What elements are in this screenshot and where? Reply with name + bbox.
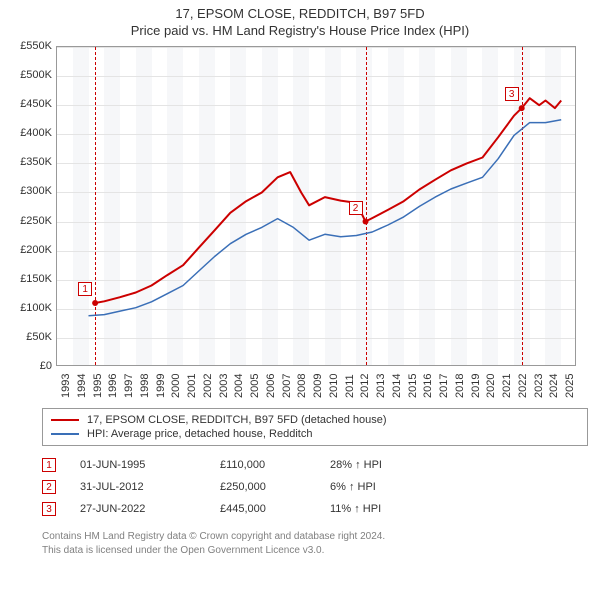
x-tick-label: 2005 bbox=[249, 374, 253, 398]
sale-price: £250,000 bbox=[220, 481, 330, 493]
sale-marker-1: 1 bbox=[78, 282, 92, 296]
y-tick-label: £250K bbox=[12, 215, 52, 227]
legend-item: HPI: Average price, detached house, Redd… bbox=[51, 427, 579, 441]
legend-swatch bbox=[51, 419, 79, 421]
sale-price: £445,000 bbox=[220, 503, 330, 515]
x-tick-label: 2002 bbox=[202, 374, 206, 398]
legend-label: 17, EPSOM CLOSE, REDDITCH, B97 5FD (deta… bbox=[87, 414, 387, 426]
y-tick-label: £300K bbox=[12, 185, 52, 197]
x-tick-label: 2022 bbox=[517, 374, 521, 398]
x-tick-label: 2003 bbox=[218, 374, 222, 398]
x-tick-label: 2001 bbox=[186, 374, 190, 398]
series-hpi bbox=[89, 120, 562, 316]
x-tick-label: 2021 bbox=[501, 374, 505, 398]
title-subtitle: Price paid vs. HM Land Registry's House … bbox=[4, 23, 596, 38]
series-price_paid bbox=[95, 98, 561, 303]
footer-line-2: This data is licensed under the Open Gov… bbox=[42, 544, 588, 558]
x-tick-label: 2018 bbox=[454, 374, 458, 398]
x-tick-label: 2019 bbox=[470, 374, 474, 398]
sale-row: 2 31-JUL-2012£250,0006% ↑ HPI bbox=[42, 476, 588, 498]
sale-row: 3 27-JUN-2022£445,00011% ↑ HPI bbox=[42, 498, 588, 520]
x-tick-label: 1995 bbox=[92, 374, 96, 398]
sale-date: 01-JUN-1995 bbox=[80, 459, 220, 471]
x-tick-label: 2017 bbox=[438, 374, 442, 398]
x-tick-label: 2025 bbox=[564, 374, 568, 398]
legend: 17, EPSOM CLOSE, REDDITCH, B97 5FD (deta… bbox=[42, 408, 588, 446]
y-tick-label: £100K bbox=[12, 302, 52, 314]
y-tick-label: £0 bbox=[12, 360, 52, 372]
x-tick-label: 2024 bbox=[548, 374, 552, 398]
y-tick-label: £350K bbox=[12, 156, 52, 168]
x-tick-label: 2023 bbox=[533, 374, 537, 398]
sale-row-marker: 2 bbox=[42, 480, 56, 494]
x-tick-label: 1999 bbox=[155, 374, 159, 398]
sale-point bbox=[92, 300, 98, 306]
y-tick-label: £450K bbox=[12, 98, 52, 110]
series-lines bbox=[57, 47, 576, 366]
attribution-footer: Contains HM Land Registry data © Crown c… bbox=[42, 530, 588, 557]
y-tick-label: £50K bbox=[12, 331, 52, 343]
x-tick-label: 2015 bbox=[407, 374, 411, 398]
y-tick-label: £500K bbox=[12, 69, 52, 81]
title-address: 17, EPSOM CLOSE, REDDITCH, B97 5FD bbox=[4, 6, 596, 21]
x-tick-label: 2013 bbox=[375, 374, 379, 398]
sale-row: 1 01-JUN-1995£110,00028% ↑ HPI bbox=[42, 454, 588, 476]
x-tick-label: 2009 bbox=[312, 374, 316, 398]
sales-table: 1 01-JUN-1995£110,00028% ↑ HPI 2 31-JUL-201… bbox=[42, 454, 588, 520]
x-tick-label: 2012 bbox=[359, 374, 363, 398]
x-tick-label: 1994 bbox=[76, 374, 80, 398]
x-tick-label: 1993 bbox=[60, 374, 64, 398]
legend-item: 17, EPSOM CLOSE, REDDITCH, B97 5FD (deta… bbox=[51, 413, 579, 427]
sale-row-marker: 1 bbox=[42, 458, 56, 472]
x-tick-label: 2010 bbox=[328, 374, 332, 398]
sale-delta: 28% ↑ HPI bbox=[330, 459, 460, 471]
x-tick-label: 2008 bbox=[296, 374, 300, 398]
y-tick-label: £400K bbox=[12, 127, 52, 139]
x-tick-label: 2004 bbox=[233, 374, 237, 398]
footer-line-1: Contains HM Land Registry data © Crown c… bbox=[42, 530, 588, 544]
sale-row-marker: 3 bbox=[42, 502, 56, 516]
sale-marker-3: 3 bbox=[505, 87, 519, 101]
x-tick-label: 2016 bbox=[422, 374, 426, 398]
x-tick-label: 1996 bbox=[107, 374, 111, 398]
y-tick-label: £550K bbox=[12, 40, 52, 52]
chart-title: 17, EPSOM CLOSE, REDDITCH, B97 5FD Price… bbox=[0, 0, 600, 42]
x-tick-label: 2020 bbox=[485, 374, 489, 398]
plot-region: 1 2 3 bbox=[56, 46, 576, 366]
sale-point bbox=[519, 105, 525, 111]
sale-price: £110,000 bbox=[220, 459, 330, 471]
x-tick-label: 2000 bbox=[170, 374, 174, 398]
sale-delta: 11% ↑ HPI bbox=[330, 503, 460, 515]
x-tick-label: 1998 bbox=[139, 374, 143, 398]
x-tick-label: 2014 bbox=[391, 374, 395, 398]
chart-area: £0 £50K £100K £150K £200K £250K £300K £350K £400… bbox=[12, 42, 588, 402]
x-tick-label: 2007 bbox=[281, 374, 285, 398]
legend-swatch bbox=[51, 433, 79, 435]
y-tick-label: £150K bbox=[12, 273, 52, 285]
sale-date: 31-JUL-2012 bbox=[80, 481, 220, 493]
sale-delta: 6% ↑ HPI bbox=[330, 481, 460, 493]
sale-marker-2: 2 bbox=[349, 201, 363, 215]
sale-date: 27-JUN-2022 bbox=[80, 503, 220, 515]
legend-label: HPI: Average price, detached house, Redd… bbox=[87, 428, 312, 440]
sale-point bbox=[363, 219, 369, 225]
x-tick-label: 2011 bbox=[344, 374, 348, 398]
x-tick-label: 1997 bbox=[123, 374, 127, 398]
x-tick-label: 2006 bbox=[265, 374, 269, 398]
y-tick-label: £200K bbox=[12, 244, 52, 256]
